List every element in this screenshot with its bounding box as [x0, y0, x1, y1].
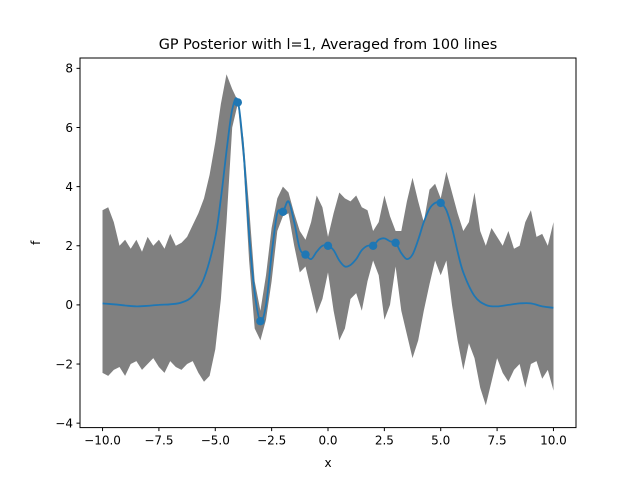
observation-point [256, 317, 265, 326]
observation-point [278, 207, 288, 216]
x-tick-label: −5.0 [201, 434, 230, 448]
y-axis: −4 −2 0 2 4 6 8 [55, 62, 80, 430]
y-tick-label: 2 [65, 239, 73, 253]
confidence-band [102, 74, 554, 406]
observation-point [391, 238, 400, 247]
observation-point [301, 250, 310, 259]
y-axis-label: f [29, 240, 43, 245]
mean-line [102, 97, 554, 323]
x-tick-label: −7.5 [144, 434, 173, 448]
x-tick-label: −10.0 [84, 434, 121, 448]
x-tick-label: 10.0 [540, 434, 567, 448]
chart-title: GP Posterior with l=1, Averaged from 100… [159, 37, 497, 53]
x-tick-label: 7.5 [488, 434, 507, 448]
x-tick-label: −2.5 [257, 434, 286, 448]
x-tick-label: 0.0 [318, 434, 337, 448]
y-tick-label: 4 [65, 180, 73, 194]
y-tick-label: 0 [65, 298, 73, 312]
observation-point [233, 98, 242, 107]
x-tick-label: 5.0 [431, 434, 450, 448]
x-tick-label: 2.5 [375, 434, 394, 448]
plot-area [102, 74, 554, 406]
y-tick-label: −2 [55, 357, 73, 371]
y-tick-label: 8 [65, 62, 73, 76]
y-tick-label: 6 [65, 121, 73, 135]
observation-point [323, 241, 333, 250]
x-axis-label: x [324, 456, 331, 470]
observation-point [436, 198, 445, 208]
observation-point [368, 241, 378, 250]
x-axis: −10.0 −7.5 −5.0 −2.5 0.0 2.5 5.0 7.5 10.0 [84, 427, 567, 448]
y-tick-label: −4 [55, 416, 73, 430]
